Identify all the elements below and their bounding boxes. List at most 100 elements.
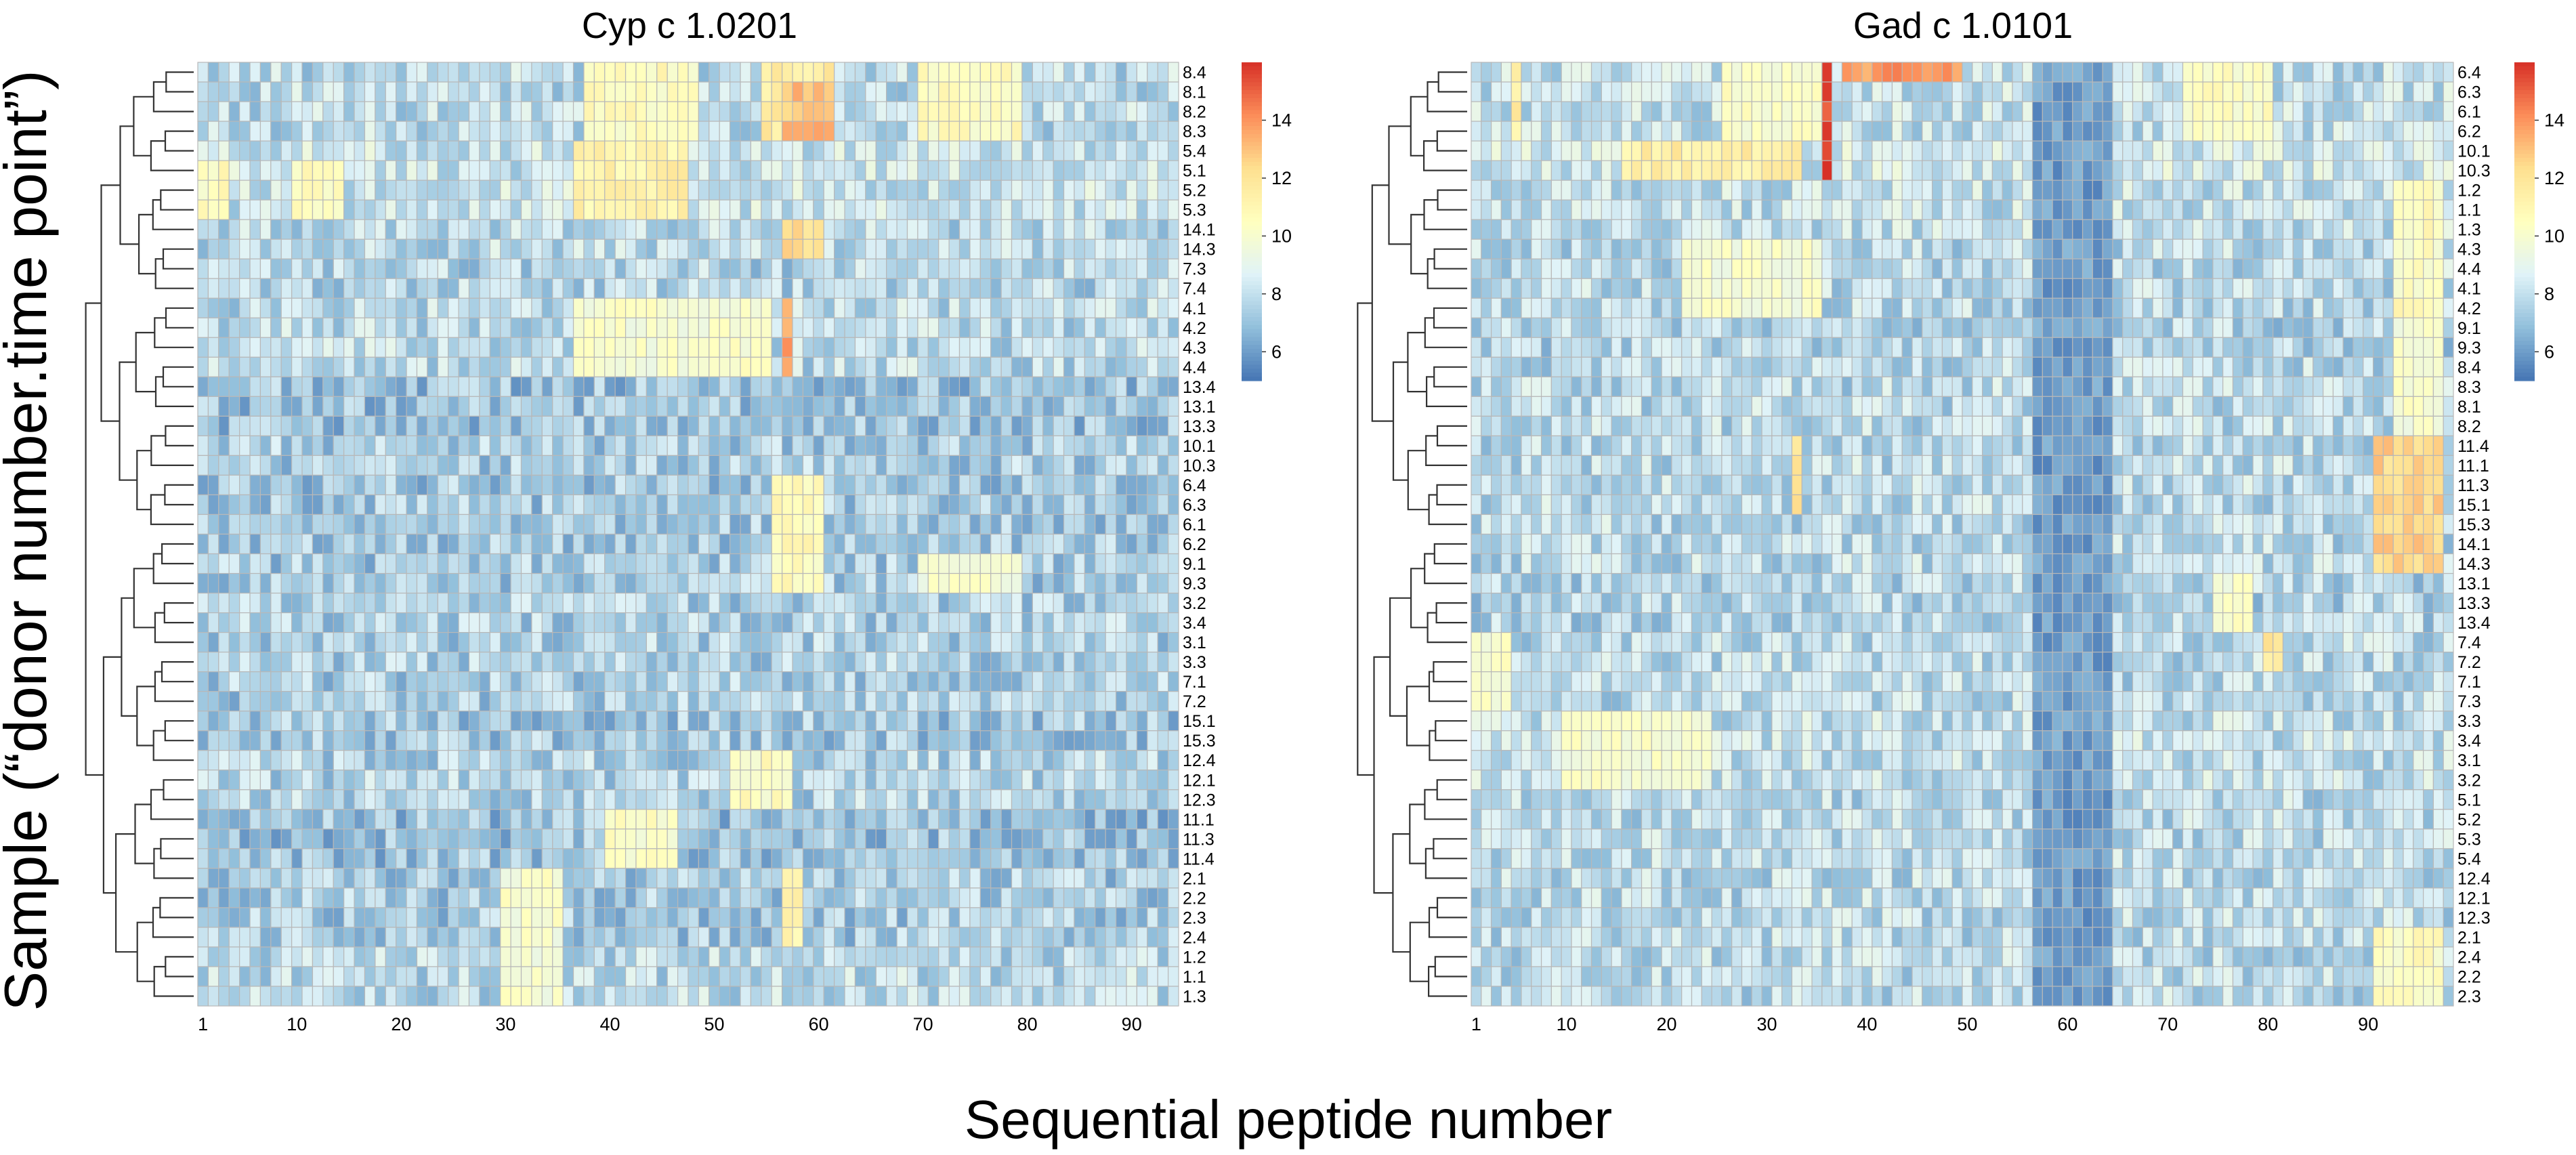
heatmap-cell <box>1157 81 1169 102</box>
heatmap-cell <box>541 671 553 692</box>
heatmap-cell <box>396 337 407 358</box>
heatmap-cell <box>416 828 428 849</box>
heatmap-cell <box>322 337 334 358</box>
heatmap-cell <box>1157 62 1169 83</box>
heatmap-cell <box>354 887 366 908</box>
heatmap-cell <box>1011 572 1023 594</box>
heatmap-cell <box>834 868 845 889</box>
heatmap-cell <box>614 474 627 496</box>
heatmap-cell <box>1801 101 1813 122</box>
heatmap-cell <box>958 711 971 732</box>
heatmap-cell <box>979 219 992 240</box>
heatmap-cell <box>948 297 960 318</box>
heatmap-cell <box>1115 730 1127 751</box>
heatmap-cell <box>510 750 522 771</box>
heatmap-cell <box>458 199 470 220</box>
heatmap-cell <box>730 238 741 259</box>
heatmap-cell <box>1136 337 1148 358</box>
heatmap-cell <box>1115 711 1127 732</box>
heatmap-cell <box>709 691 720 712</box>
heatmap-cell <box>802 180 814 201</box>
heatmap-cell <box>448 494 459 516</box>
heatmap-cell <box>782 494 793 516</box>
heatmap-cell <box>468 376 480 397</box>
heatmap-cell <box>813 199 824 220</box>
heatmap-cell <box>375 435 386 457</box>
heatmap-cell <box>2392 81 2404 102</box>
heatmap-cell <box>239 750 251 771</box>
heatmap-cell <box>552 435 564 457</box>
heatmap-cell <box>552 199 564 220</box>
heatmap-cell <box>322 671 334 692</box>
heatmap-cell <box>572 494 585 516</box>
heatmap-cell <box>500 81 511 102</box>
heatmap-cell <box>1074 356 1085 377</box>
heatmap-cell <box>635 180 647 201</box>
heatmap-cell <box>906 691 919 712</box>
heatmap-cell <box>802 376 814 397</box>
heatmap-cell <box>750 474 762 496</box>
heatmap-cell <box>865 474 877 496</box>
heatmap-cell <box>1011 513 1023 535</box>
heatmap-cell <box>343 317 355 338</box>
heatmap-cell <box>667 691 679 712</box>
heatmap-cell <box>291 494 303 516</box>
heatmap-cell <box>771 652 783 673</box>
heatmap-cell <box>614 455 627 476</box>
heatmap-cell <box>396 81 407 102</box>
heatmap-cell <box>969 887 981 908</box>
heatmap-cell <box>427 946 438 967</box>
heatmap-cell <box>938 317 950 338</box>
heatmap-cell <box>479 317 490 338</box>
heatmap-cell <box>938 789 950 810</box>
colorbar-swatch <box>1242 62 1262 67</box>
heatmap-cell <box>207 101 219 122</box>
heatmap-cell <box>520 652 532 673</box>
heatmap-cell <box>688 140 699 161</box>
heatmap-cell <box>709 513 720 535</box>
colorbar-swatch <box>1242 165 1262 171</box>
heatmap-cell <box>259 81 272 102</box>
heatmap-cell <box>364 415 376 437</box>
heatmap-cell <box>635 258 647 279</box>
heatmap-cell <box>520 907 532 928</box>
heatmap-cell <box>552 750 564 771</box>
heatmap-cell <box>1042 711 1054 732</box>
heatmap-cell <box>280 887 293 908</box>
colorbar-swatch <box>1242 341 1262 345</box>
heatmap-cell <box>1115 180 1127 201</box>
heatmap-cell <box>1105 946 1117 967</box>
heatmap-cell <box>844 81 856 102</box>
heatmap-cell <box>468 828 480 849</box>
heatmap-cell <box>2262 62 2274 83</box>
heatmap-cell <box>406 809 418 830</box>
heatmap-cell <box>1074 160 1085 181</box>
heatmap-cell <box>510 180 522 201</box>
heatmap-cell <box>479 927 490 948</box>
heatmap-cell <box>479 278 490 299</box>
heatmap-cell <box>479 160 490 181</box>
heatmap-cell <box>541 513 553 535</box>
heatmap-cell <box>1042 435 1054 457</box>
heatmap-cell <box>604 966 616 987</box>
heatmap-cell <box>520 887 532 908</box>
heatmap-cell <box>834 356 845 377</box>
heatmap-cell <box>1074 180 1085 201</box>
heatmap-cell <box>249 907 261 928</box>
heatmap-cell <box>489 789 501 810</box>
heatmap-cell <box>1074 376 1085 397</box>
heatmap-cell <box>896 238 908 259</box>
heatmap-cell <box>197 121 209 142</box>
heatmap-cell <box>531 946 543 967</box>
heatmap-cell <box>531 868 543 889</box>
heatmap-cell <box>197 415 209 437</box>
heatmap-cell <box>823 356 835 377</box>
heatmap-cell <box>270 691 282 712</box>
heatmap-cell <box>948 711 960 732</box>
heatmap-cell <box>750 711 762 732</box>
heatmap-cell <box>343 356 355 377</box>
colorbar-swatch <box>1242 297 1262 302</box>
heatmap-cell <box>875 828 887 849</box>
heatmap-cell <box>1157 986 1169 1007</box>
row-label: 12.4 <box>1183 751 1216 770</box>
